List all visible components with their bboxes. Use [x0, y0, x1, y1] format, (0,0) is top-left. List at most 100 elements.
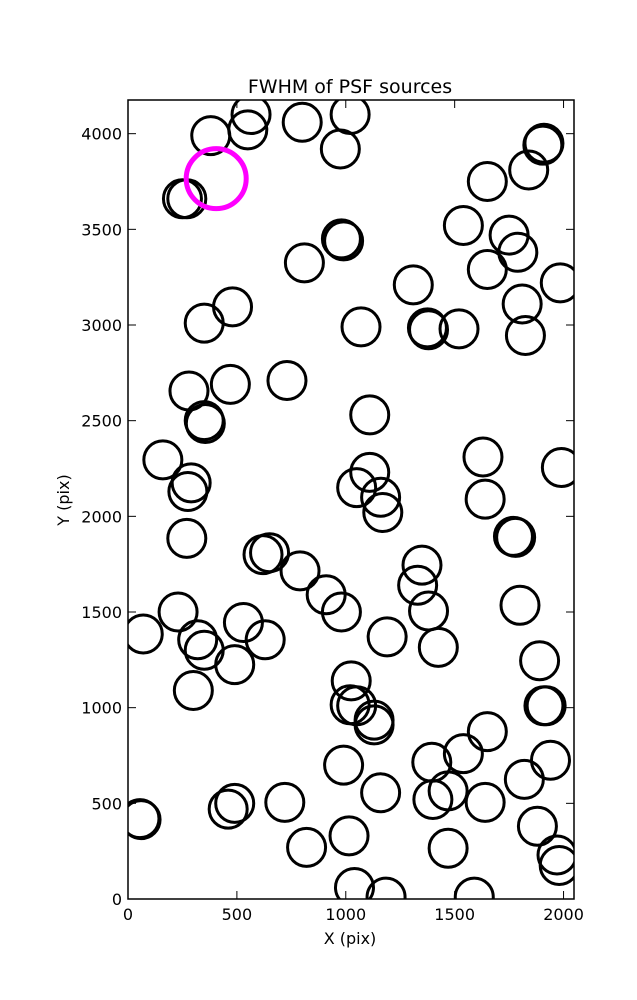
- y-tick-label: 3500: [81, 220, 122, 239]
- source-marker: [128, 613, 164, 655]
- source-marker: [336, 467, 378, 509]
- source-marker: [212, 286, 254, 328]
- source-marker: [504, 315, 546, 357]
- source-marker: [516, 805, 558, 847]
- source-marker: [286, 826, 328, 868]
- source-marker: [320, 218, 362, 260]
- source-marker: [323, 220, 365, 262]
- source-marker: [329, 100, 371, 136]
- source-marker: [323, 744, 365, 786]
- source-marker: [406, 307, 448, 349]
- x-tick-label: 0: [123, 905, 133, 924]
- source-marker: [214, 644, 256, 686]
- source-marker: [249, 532, 291, 574]
- source-marker: [222, 602, 264, 644]
- source-marker: [523, 122, 565, 164]
- x-tick-label: 500: [222, 905, 253, 924]
- source-marker: [466, 161, 508, 203]
- source-marker: [427, 770, 469, 812]
- source-marker: [497, 231, 539, 273]
- source-marker: [330, 660, 372, 702]
- y-tick-label: 4000: [81, 125, 122, 144]
- source-marker: [340, 306, 382, 348]
- source-marker: [366, 616, 408, 658]
- source-marker: [183, 302, 225, 344]
- source-marker: [166, 517, 208, 559]
- source-marker: [281, 101, 323, 143]
- source-marker: [508, 149, 550, 191]
- source-marker: [328, 815, 370, 857]
- x-tick-label: 1000: [325, 905, 366, 924]
- y-tick-label: 1500: [81, 603, 122, 622]
- source-marker: [462, 436, 504, 478]
- source-marker: [266, 359, 308, 401]
- y-tick-label: 0: [112, 890, 122, 909]
- source-marker: [177, 619, 219, 661]
- source-marker: [360, 772, 402, 814]
- source-marker: [499, 584, 541, 626]
- highlighted-source-marker: [183, 146, 249, 212]
- source-marker: [525, 685, 567, 727]
- source-marker: [466, 711, 508, 753]
- source-marker: [362, 492, 404, 534]
- y-tick-label: 3000: [81, 316, 122, 335]
- chart-title: FWHM of PSF sources: [248, 76, 452, 98]
- source-marker: [427, 827, 469, 869]
- source-marker: [519, 640, 561, 682]
- source-marker: [464, 478, 506, 520]
- source-marker: [501, 283, 543, 325]
- source-marker: [529, 739, 571, 781]
- source-marker: [184, 403, 226, 445]
- source-marker: [538, 845, 574, 887]
- source-marker: [495, 516, 537, 558]
- source-marker: [408, 590, 450, 632]
- source-marker: [417, 626, 459, 668]
- axis-ticks: 0 500 1000 1500 2000 0 500 1000 1500 2000 2500 3000…: [81, 100, 584, 924]
- y-tick-label: 1000: [81, 699, 122, 718]
- source-marker: [442, 733, 484, 775]
- y-tick-label: 2000: [81, 507, 122, 526]
- x-axis-label: X (pix): [324, 929, 377, 948]
- source-marker: [264, 781, 306, 823]
- source-marker: [142, 439, 184, 481]
- source-marker: [209, 363, 251, 405]
- source-marker: [283, 242, 325, 284]
- source-marker: [244, 619, 286, 661]
- y-tick-label: 500: [91, 794, 122, 813]
- source-marker: [360, 476, 402, 518]
- source-marker: [536, 834, 574, 876]
- x-tick-label: 1500: [434, 905, 475, 924]
- source-marker: [365, 876, 407, 899]
- source-marker: [503, 758, 545, 800]
- source-marker: [540, 447, 574, 489]
- source-marker: [401, 544, 443, 586]
- source-marker: [397, 564, 439, 606]
- source-marker: [539, 262, 574, 304]
- source-marker: [172, 669, 214, 711]
- x-tick-label: 2000: [543, 905, 584, 924]
- source-marker: [227, 109, 269, 151]
- source-marker: [214, 782, 256, 824]
- source-marker: [442, 205, 484, 247]
- source-marker: [305, 574, 347, 616]
- axes-frame: [127, 99, 575, 900]
- source-marker: [207, 788, 249, 830]
- source-marker: [466, 249, 508, 291]
- source-marker: [157, 591, 199, 633]
- source-marker: [279, 550, 321, 592]
- source-marker: [167, 470, 209, 512]
- source-marker: [453, 876, 495, 899]
- source-marker: [349, 451, 391, 493]
- source-marker: [438, 308, 480, 350]
- y-tick-label: 2500: [81, 412, 122, 431]
- plot-area: [128, 100, 574, 899]
- source-marker: [183, 629, 225, 671]
- source-marker: [319, 128, 361, 170]
- source-marker: [349, 394, 391, 436]
- source-marker: [320, 591, 362, 633]
- source-marker: [392, 264, 434, 306]
- source-marker: [353, 704, 395, 746]
- source-marker: [464, 781, 506, 823]
- source-marker: [128, 799, 162, 841]
